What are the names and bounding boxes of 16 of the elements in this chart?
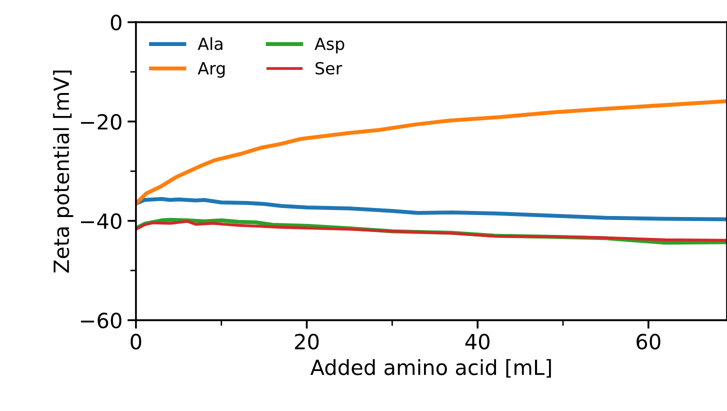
x-axis-title: Added amino acid [mL] — [310, 359, 551, 378]
legend-label: Ala — [198, 37, 222, 50]
legend-label: Ser — [316, 62, 342, 75]
y-tick-label: 0 — [110, 14, 122, 30]
x-tick-label: 20 — [295, 334, 319, 350]
x-tick-label: 60 — [636, 334, 660, 350]
y-tick-label: −60 — [80, 312, 122, 328]
line-series — [136, 197, 727, 222]
y-axis-title: Zeta potential [mV] — [53, 70, 74, 273]
y-tick-label: −40 — [80, 213, 122, 230]
y-tick-label: −20 — [80, 114, 122, 130]
legend-label: Asp — [314, 38, 344, 54]
line-series — [136, 99, 727, 206]
x-tick-label: 0 — [130, 334, 142, 350]
legend-label: Arg — [198, 62, 225, 78]
x-tick-label: 40 — [465, 334, 490, 350]
